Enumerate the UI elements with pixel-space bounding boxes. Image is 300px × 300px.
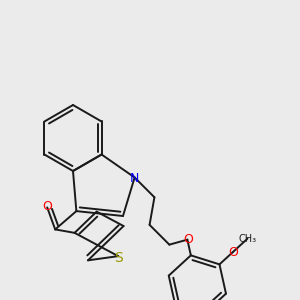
Text: CH₃: CH₃ <box>238 234 256 244</box>
Text: S: S <box>114 251 123 265</box>
Text: O: O <box>183 233 193 246</box>
Text: O: O <box>228 246 238 259</box>
Text: O: O <box>42 200 52 213</box>
Text: N: N <box>130 172 139 185</box>
